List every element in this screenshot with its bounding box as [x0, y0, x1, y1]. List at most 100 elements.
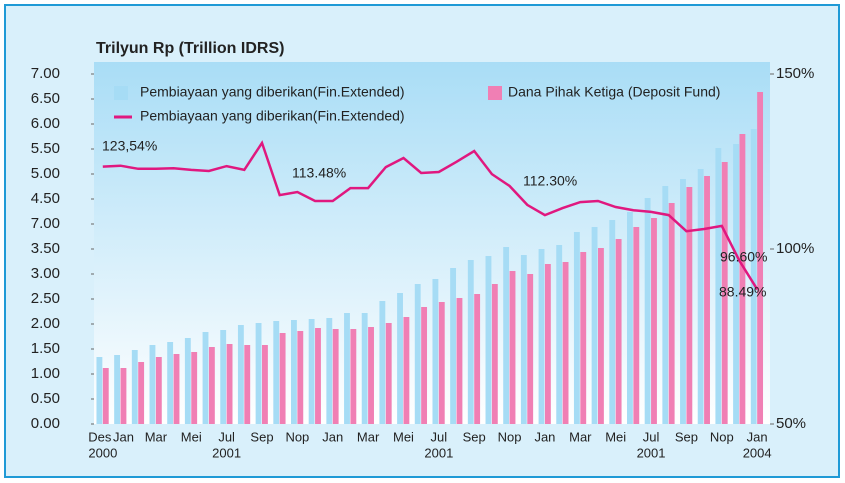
- bar: [120, 368, 127, 424]
- bar: [220, 330, 227, 424]
- bar: [598, 248, 604, 424]
- bar: [733, 144, 739, 424]
- bar: [609, 220, 616, 424]
- x-tick-label: Nop: [285, 429, 309, 444]
- x-tick-label: Mei: [605, 429, 626, 444]
- y-tick-label: 1.50: [31, 340, 60, 357]
- bar: [308, 319, 315, 424]
- y2-tick-label: 100%: [776, 240, 814, 257]
- x-tick-label: Jan: [747, 429, 768, 444]
- y-tick-label: 1.00: [31, 365, 60, 382]
- bar: [102, 368, 109, 424]
- x-tick-label: Jul: [431, 429, 448, 444]
- annotation: 88.49%: [719, 284, 766, 300]
- y-tick-label: 5.50: [31, 140, 60, 157]
- legend-label: Pembiayaan yang diberikan(Fin.Extended): [140, 108, 405, 124]
- bar: [680, 179, 686, 424]
- bar: [149, 345, 156, 424]
- bar: [114, 355, 121, 424]
- legend-label: Dana Pihak Ketiga (Deposit Fund): [508, 84, 720, 100]
- y-tick-label: 6.00: [31, 115, 60, 132]
- bar: [757, 92, 764, 424]
- bar: [715, 148, 722, 424]
- bar: [237, 325, 244, 424]
- chart-title: Trilyun Rp (Trillion IDRS): [96, 40, 284, 57]
- bar: [573, 232, 580, 424]
- bar: [520, 255, 527, 424]
- bar: [562, 262, 569, 424]
- bar: [704, 176, 710, 424]
- bar: [450, 268, 457, 424]
- x-tick-label: Jan: [113, 429, 134, 444]
- bar: [591, 227, 598, 424]
- y-tick-label: 2.00: [31, 315, 60, 332]
- legend-swatch: [114, 86, 128, 100]
- y-tick-label: 7.00: [31, 215, 60, 232]
- x-tick-label: Sep: [250, 429, 273, 444]
- bar: [739, 134, 746, 424]
- bar: [279, 333, 286, 424]
- x-tick-label: Sep: [463, 429, 486, 444]
- bar: [633, 227, 640, 424]
- bar: [686, 187, 693, 424]
- x-tick-label: Jan: [534, 429, 555, 444]
- bar: [167, 342, 174, 424]
- legend-swatch: [488, 86, 502, 100]
- x-tick-label: Mar: [145, 429, 168, 444]
- x-tick-label: Nop: [498, 429, 522, 444]
- x-tick-label: Nop: [710, 429, 734, 444]
- y-tick-label: 6.50: [31, 90, 60, 107]
- x-year-label: 2001: [637, 445, 666, 460]
- bar: [297, 331, 304, 424]
- bar: [202, 332, 209, 424]
- bar: [96, 357, 103, 424]
- bar: [326, 318, 333, 424]
- bar: [503, 247, 510, 424]
- bar: [191, 352, 198, 424]
- bar: [361, 313, 368, 424]
- bar: [414, 284, 421, 424]
- x-tick-label: Sep: [675, 429, 698, 444]
- bar: [385, 323, 392, 424]
- bar: [262, 345, 268, 424]
- y-tick-label: 0.50: [31, 390, 60, 407]
- y2-tick-label: 150%: [776, 65, 814, 82]
- annotation: 112.30%: [523, 173, 577, 189]
- x-tick-label: Jul: [643, 429, 660, 444]
- annotation: 113.48%: [292, 165, 346, 181]
- x-tick-label: Mar: [569, 429, 592, 444]
- annotation: 123,54%: [102, 138, 157, 154]
- bar: [556, 245, 563, 424]
- bar: [750, 129, 757, 424]
- y-tick-label: 2.50: [31, 290, 60, 307]
- bar: [438, 302, 445, 424]
- x-year-label: 2000: [88, 445, 117, 460]
- x-tick-label: Jul: [218, 429, 235, 444]
- x-tick-label: Mar: [357, 429, 380, 444]
- x-year-label: 2004: [743, 445, 772, 460]
- bar: [368, 327, 374, 424]
- y-tick-label: 7.00: [31, 65, 60, 82]
- bar: [208, 347, 215, 424]
- x-tick-label: Des: [88, 429, 112, 444]
- bar: [491, 284, 498, 424]
- x-tick-label: Mei: [181, 429, 202, 444]
- bar: [527, 274, 534, 424]
- bar: [467, 260, 474, 424]
- y-tick-label: 3.50: [31, 240, 60, 257]
- bar: [403, 317, 410, 424]
- bar: [421, 307, 428, 424]
- bar: [184, 338, 191, 424]
- bar: [255, 323, 262, 424]
- bar: [721, 162, 728, 424]
- bar: [344, 313, 350, 424]
- bar: [627, 212, 633, 424]
- bar: [544, 264, 551, 424]
- bar: [456, 298, 463, 424]
- bar: [273, 321, 280, 424]
- bar: [350, 329, 357, 424]
- bar: [580, 252, 587, 424]
- y-tick-label: 0.00: [31, 415, 60, 432]
- bar: [474, 294, 481, 424]
